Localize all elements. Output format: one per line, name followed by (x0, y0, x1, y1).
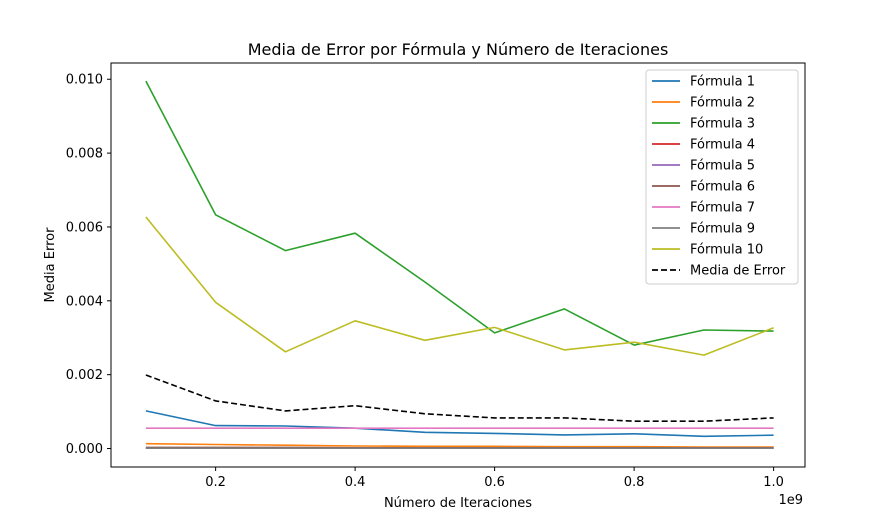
y-tick-label: 0.000 (66, 442, 103, 457)
legend-label: Fórmula 3 (690, 117, 755, 132)
legend-label: Fórmula 2 (690, 96, 755, 111)
series-line-1 (146, 411, 774, 436)
series-line-2 (146, 444, 774, 447)
chart-title: Media de Error por Fórmula y Número de I… (248, 40, 669, 59)
y-tick-label: 0.008 (66, 147, 103, 162)
legend-label: Fórmula 9 (690, 222, 755, 237)
series-line-10 (146, 375, 774, 421)
y-tick-label: 0.006 (66, 220, 103, 235)
x-tick-label: 0.2 (205, 475, 226, 490)
y-tick-label: 0.004 (66, 294, 103, 309)
y-axis-label: Media Error (43, 227, 58, 303)
legend-label: Fórmula 6 (690, 180, 755, 195)
x-tick-label: 0.4 (345, 475, 366, 490)
y-tick-label: 0.002 (66, 368, 103, 383)
legend-label: Fórmula 1 (690, 75, 755, 90)
y-tick-label: 0.010 (66, 73, 103, 88)
legend-label: Fórmula 5 (690, 159, 755, 174)
legend-label: Fórmula 7 (690, 201, 755, 216)
legend-label: Media de Error (690, 264, 786, 279)
x-tick-label: 0.8 (624, 475, 645, 490)
x-axis: 0.2 0.4 0.6 0.8 1.0 (205, 467, 784, 490)
x-tick-label: 1.0 (763, 475, 784, 490)
x-tick-label: 0.6 (484, 475, 505, 490)
y-axis: 0.000 0.002 0.004 0.006 0.008 0.010 (66, 73, 111, 457)
legend: Fórmula 1 Fórmula 2 Fórmula 3 Fórmula 4 Fórm… (646, 70, 798, 284)
x-axis-label: Número de Iteraciones (384, 496, 532, 511)
legend-label: Fórmula 4 (690, 138, 755, 153)
x-axis-offset-label: 1e9 (778, 493, 803, 508)
legend-label: Fórmula 10 (690, 243, 763, 258)
